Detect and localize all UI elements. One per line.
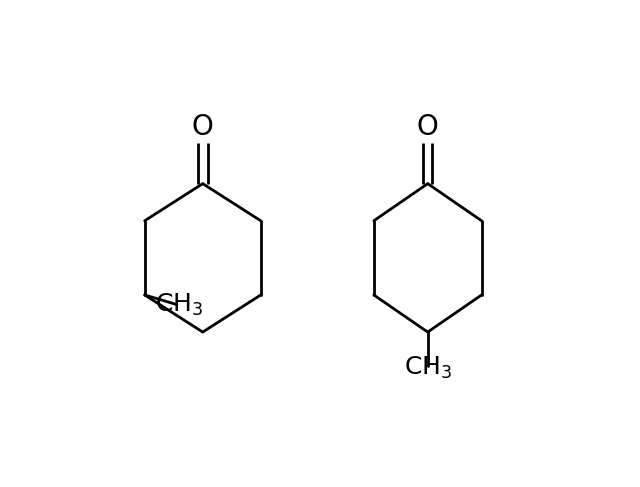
Text: O: O	[417, 112, 438, 141]
Text: $\mathrm{CH_3}$: $\mathrm{CH_3}$	[155, 292, 204, 318]
Text: $\mathrm{CH_3}$: $\mathrm{CH_3}$	[404, 355, 452, 381]
Text: O: O	[192, 112, 214, 141]
